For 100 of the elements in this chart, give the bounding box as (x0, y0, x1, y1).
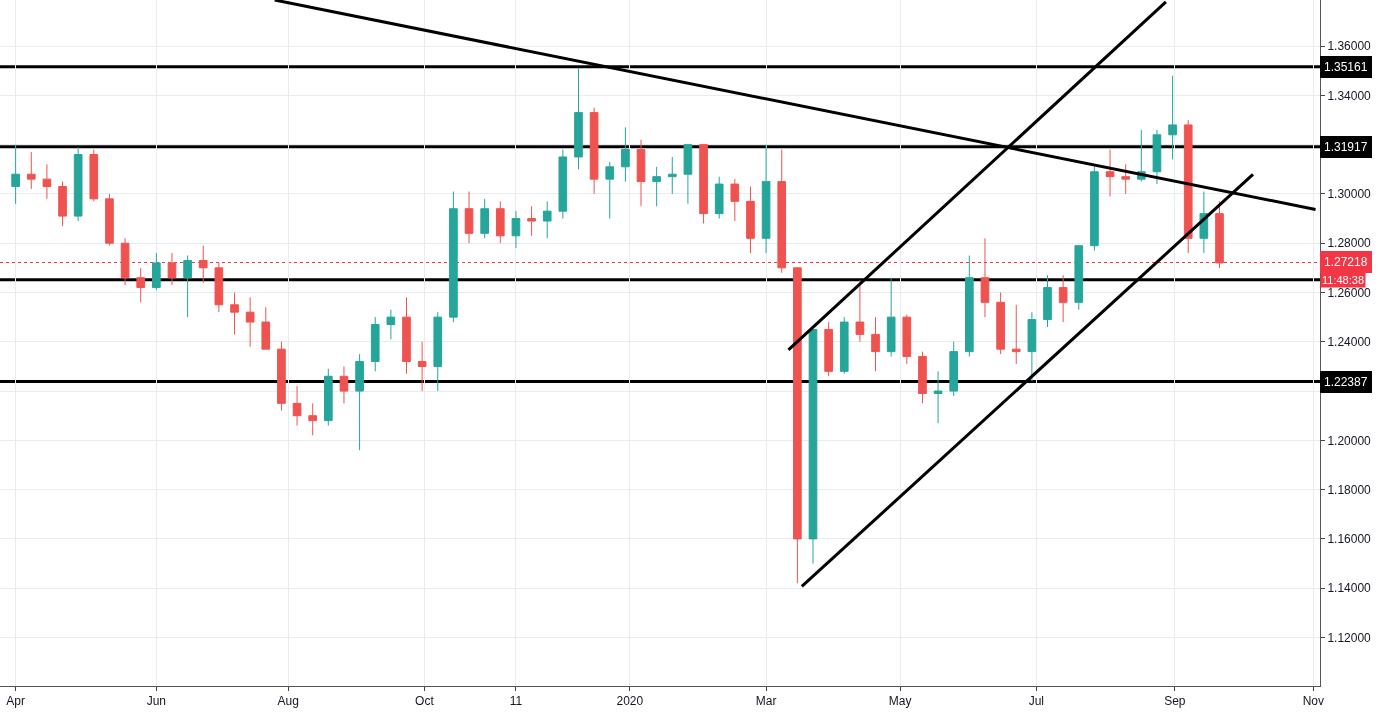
candlestick (42, 163, 52, 200)
candlestick (370, 316, 380, 372)
candlestick (136, 267, 146, 303)
candlestick (636, 139, 646, 207)
x-tick-label: May (888, 694, 912, 709)
candlestick (542, 200, 552, 239)
candlestick (511, 210, 521, 249)
candlestick (886, 277, 896, 358)
x-tick-label: Jul (1028, 694, 1045, 709)
candlestick (58, 181, 67, 227)
candlestick (1058, 274, 1068, 323)
candlestick (339, 365, 349, 404)
x-tick-label: Oct (415, 694, 435, 709)
candlestick (793, 267, 802, 584)
candlestick (183, 255, 192, 318)
candlestick (746, 186, 755, 254)
candlestick (1183, 119, 1193, 254)
candlestick (1121, 163, 1131, 195)
candlestick (589, 107, 599, 195)
candlestick (652, 166, 661, 207)
candlestick (527, 205, 536, 237)
candlestick (667, 156, 677, 195)
candlestick (980, 237, 990, 318)
candlestick (277, 341, 286, 412)
candlestick (1043, 274, 1052, 328)
candlestick (933, 370, 943, 424)
candlestick (605, 161, 615, 220)
ref-line-label: 1.35161 (1324, 60, 1368, 74)
candlestick (167, 252, 177, 286)
candlestick (965, 255, 974, 358)
candlestick (245, 296, 255, 348)
candlestick (839, 316, 849, 375)
candlestick (1215, 200, 1224, 269)
candlestick (996, 291, 1005, 355)
candlestick (355, 353, 364, 451)
x-tick-label: 11 (509, 694, 523, 709)
x-tick-label: Sep (1164, 694, 1186, 709)
candlestick (152, 252, 161, 291)
candlestick (464, 190, 474, 244)
candlestick (714, 176, 724, 220)
candlestick (214, 262, 224, 313)
candlestick (1152, 129, 1162, 185)
candlestick (1090, 166, 1099, 252)
y-tick-label: 1.34000 (1327, 88, 1372, 103)
y-tick-label: 1.12000 (1327, 630, 1372, 645)
candlestick (292, 385, 302, 427)
candlestick (1074, 245, 1084, 311)
candlestick (949, 341, 959, 397)
candlestick (261, 306, 271, 350)
x-tick-label: Aug (277, 694, 299, 709)
candlestick (1168, 75, 1177, 160)
y-tick-label: 1.20000 (1327, 433, 1372, 448)
candlestick (902, 314, 912, 365)
candlestick (433, 311, 443, 392)
candlestick (449, 190, 458, 323)
y-tick-label: 1.24000 (1327, 334, 1372, 349)
candlestick (105, 193, 114, 247)
candlestick (198, 245, 208, 284)
candlestick (871, 316, 880, 372)
ref-line-label: 1.27218 (1324, 255, 1368, 269)
candlestick (120, 237, 130, 286)
x-tick-label: Nov (1302, 694, 1324, 709)
candlestick (761, 144, 771, 254)
candlestick (11, 144, 20, 205)
candlestick (230, 291, 239, 335)
candlestick (308, 402, 318, 436)
candlestick (730, 178, 740, 222)
candlestick (1105, 149, 1115, 197)
candlestick (621, 126, 630, 183)
ref-line-label: 1.22387 (1324, 375, 1368, 389)
candlestick (1027, 311, 1037, 382)
ref-line-label: 1.31917 (1324, 140, 1368, 154)
candlestick (386, 309, 396, 340)
x-tick-label: Jun (146, 694, 167, 709)
y-tick-label: 1.26000 (1327, 285, 1372, 300)
candlestick (777, 149, 787, 274)
x-tick-label: 2020 (616, 694, 644, 709)
y-tick-label: 1.30000 (1327, 187, 1372, 202)
candlestick (683, 144, 693, 205)
y-tick-label: 1.14000 (1327, 581, 1372, 596)
x-tick-label: Mar (755, 694, 777, 709)
y-tick-label: 1.28000 (1327, 236, 1372, 251)
candlestick (558, 149, 568, 220)
candlestick (824, 321, 833, 377)
candlestick (574, 67, 583, 170)
candlestick (417, 341, 427, 392)
y-tick-label: 1.18000 (1327, 482, 1372, 497)
candlestick (1011, 304, 1021, 365)
candlestick (402, 296, 411, 375)
candlestick (808, 328, 818, 565)
candlestick (495, 200, 505, 244)
candlestick (918, 351, 927, 404)
candlestick (323, 368, 333, 427)
candlestick (26, 151, 36, 190)
text: 11:48:38 (1322, 274, 1365, 286)
x-tick-label: Apr (6, 694, 25, 709)
candlestick (480, 198, 489, 239)
y-tick-label: 1.36000 (1327, 39, 1372, 54)
candlestick (73, 146, 83, 222)
candlestick (699, 144, 708, 224)
